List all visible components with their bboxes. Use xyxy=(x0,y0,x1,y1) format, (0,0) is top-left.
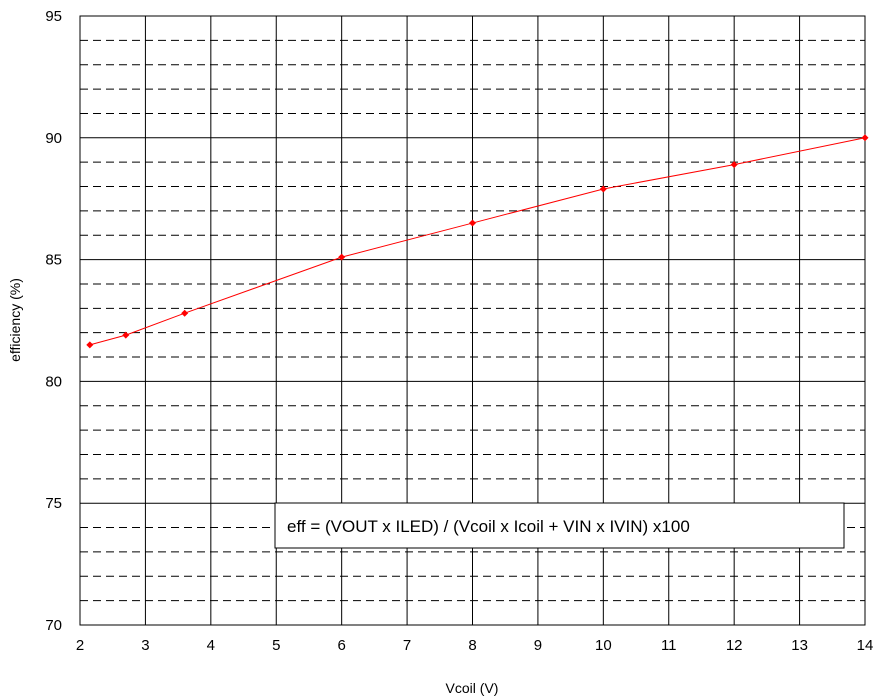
y-tick-label: 85 xyxy=(45,252,62,269)
x-tick-label: 11 xyxy=(661,637,677,654)
x-tick-label: 6 xyxy=(337,637,345,654)
x-tick-label: 9 xyxy=(534,637,542,654)
data-point xyxy=(86,341,94,349)
y-tick-label: 90 xyxy=(45,130,62,147)
y-tick-label: 95 xyxy=(45,8,62,25)
annotation-box: eff = (VOUT x ILED) / (Vcoil x Icoil + V… xyxy=(274,502,845,549)
x-tick-label: 4 xyxy=(207,637,215,654)
x-tick-label: 12 xyxy=(726,637,743,654)
x-tick-label: 8 xyxy=(468,637,476,654)
x-tick-label: 5 xyxy=(272,637,280,654)
data-point xyxy=(469,219,476,227)
x-tick-label: 13 xyxy=(791,637,808,654)
data-point xyxy=(730,161,738,169)
x-tick-label: 2 xyxy=(76,637,84,654)
series-points xyxy=(86,134,869,349)
data-point xyxy=(861,134,869,142)
y-tick-labels: 70 75 80 85 90 95 xyxy=(45,8,62,634)
annotation-text: eff = (VOUT x ILED) / (Vcoil x Icoil + V… xyxy=(287,517,690,536)
data-point xyxy=(338,253,346,261)
x-tick-label: 14 xyxy=(857,637,874,654)
x-tick-label: 7 xyxy=(403,637,411,654)
data-point xyxy=(122,331,130,339)
y-tick-label: 80 xyxy=(45,373,62,390)
series-line xyxy=(89,137,866,346)
y-axis-title: efficiency (%) xyxy=(7,278,23,362)
x-tick-labels: 2 3 4 5 6 7 8 9 10 11 12 13 14 xyxy=(76,637,874,654)
x-axis-title: Vcoil (V) xyxy=(446,680,499,696)
y-tick-label: 75 xyxy=(45,495,62,512)
data-point xyxy=(181,309,189,317)
x-tick-label: 3 xyxy=(141,637,149,654)
plot-frame xyxy=(79,15,866,626)
data-point xyxy=(599,185,607,193)
y-tick-label: 70 xyxy=(45,617,62,634)
x-tick-label: 10 xyxy=(595,637,612,654)
